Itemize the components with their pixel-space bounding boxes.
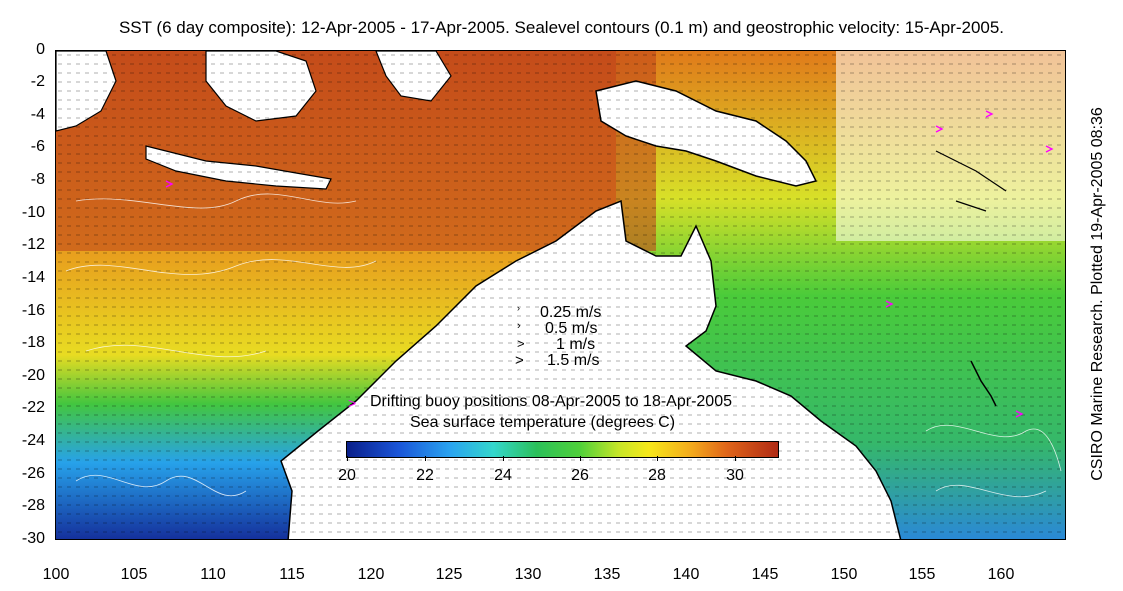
map-title: SST (6 day composite): 12-Apr-2005 - 17-… — [118, 18, 1005, 37]
colorbar-title: Sea surface temperature (degrees C) — [410, 414, 676, 431]
colorbar-tick-label: 22 — [416, 467, 434, 484]
x-tick-label: 100 — [42, 566, 70, 583]
x-tick-label: 150 — [830, 566, 858, 583]
y-tick-label: -26 — [21, 465, 45, 482]
y-tick-label: -20 — [21, 367, 45, 384]
y-tick-label: -14 — [21, 269, 45, 286]
colorbar-tick-mark — [425, 456, 426, 461]
x-tick-label: 120 — [357, 566, 385, 583]
y-tick-label: -4 — [30, 106, 45, 123]
x-tick-label: 130 — [514, 566, 542, 583]
colorbar-tick-label: 20 — [338, 467, 356, 484]
x-tick-label: 145 — [751, 566, 779, 583]
x-tick-label: 140 — [672, 566, 700, 583]
colorbar-tick-mark — [347, 456, 348, 461]
colorbar-tick-label: 28 — [648, 467, 666, 484]
colorbar-tick-label: 26 — [571, 467, 589, 484]
plot-credit: CSIRO Marine Research. Plotted 19-Apr-20… — [1089, 107, 1106, 481]
velocity-legend-label: 1.5 m/s — [547, 352, 600, 369]
y-tick-label: -18 — [21, 334, 45, 351]
colorbar-tick-mark — [657, 456, 658, 461]
y-tick-label: -8 — [30, 171, 45, 188]
arrow-icon: > — [515, 352, 524, 369]
y-tick-label: -12 — [21, 236, 45, 253]
drifting-buoy-markers — [165, 110, 1054, 418]
buoy-marker-icon: > — [348, 395, 357, 411]
x-tick-label: 160 — [987, 566, 1015, 583]
y-tick-label: -30 — [21, 530, 45, 547]
arrow-icon: › — [517, 320, 521, 332]
velocity-legend-label: 0.25 m/s — [540, 304, 602, 321]
x-tick-label: 110 — [200, 566, 226, 583]
arrow-icon: › — [517, 303, 520, 313]
y-tick-label: -22 — [21, 399, 45, 416]
arrow-icon: > — [517, 336, 525, 351]
x-tick-label: 105 — [120, 566, 148, 583]
colorbar-tick-mark — [580, 456, 581, 461]
y-tick-label: -24 — [21, 432, 45, 449]
x-tick-label: 155 — [908, 566, 936, 583]
velocity-legend-label: 1 m/s — [556, 336, 596, 353]
x-tick-label: 115 — [279, 566, 305, 583]
y-tick-label: -28 — [21, 497, 45, 514]
y-tick-label: -6 — [30, 138, 45, 155]
buoy-legend-label: Drifting buoy positions 08-Apr-2005 to 1… — [370, 393, 732, 410]
x-tick-label: 125 — [435, 566, 463, 583]
colorbar-tick-label: 24 — [494, 467, 512, 484]
y-tick-label: -2 — [30, 73, 45, 90]
y-tick-label: 0 — [36, 41, 45, 58]
velocity-legend-label: 0.5 m/s — [545, 320, 598, 337]
sst-colorbar — [346, 441, 779, 458]
x-tick-label: 135 — [593, 566, 621, 583]
y-tick-label: -10 — [21, 204, 45, 221]
colorbar-tick-label: 30 — [726, 467, 744, 484]
y-tick-label: -16 — [21, 302, 45, 319]
colorbar-tick-mark — [503, 456, 504, 461]
colorbar-tick-mark — [735, 456, 736, 461]
sealevel-contours — [65, 193, 1062, 498]
